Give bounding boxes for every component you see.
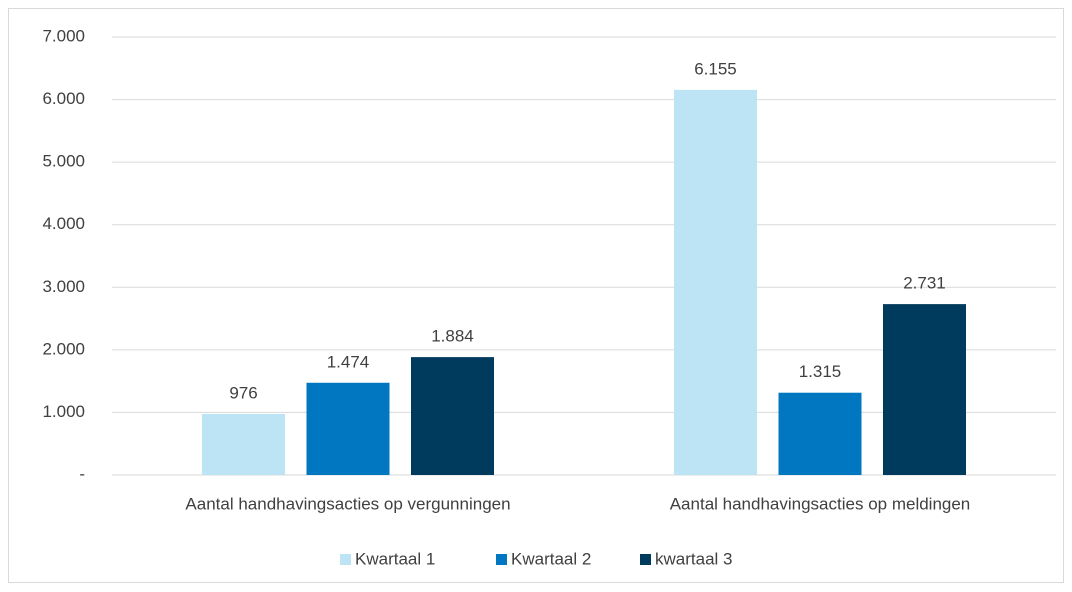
y-tick-label: 2.000 <box>42 339 85 358</box>
bar <box>778 392 862 475</box>
y-tick-label: - <box>79 464 85 483</box>
data-label: 1.474 <box>327 352 370 371</box>
y-tick-label: 7.000 <box>42 26 85 45</box>
bar <box>202 413 285 475</box>
y-tick-label: 5.000 <box>42 152 85 171</box>
y-tick-label: 6.000 <box>42 89 85 108</box>
chart-border <box>8 8 1064 583</box>
legend-label: Kwartaal 2 <box>511 549 591 568</box>
data-label: 976 <box>229 383 257 402</box>
x-tick-label: Aantal handhavingsacties op meldingen <box>670 494 971 513</box>
legend-label: Kwartaal 1 <box>355 549 435 568</box>
legend-swatch <box>640 554 651 565</box>
data-label: 6.155 <box>694 59 737 78</box>
data-label: 2.731 <box>903 274 946 293</box>
legend-swatch <box>496 554 507 565</box>
legend-swatch <box>340 554 351 565</box>
y-tick-label: 3.000 <box>42 277 85 296</box>
x-tick-label: Aantal handhavingsacties op vergunningen <box>185 494 510 513</box>
legend-label: kwartaal 3 <box>655 549 732 568</box>
bar <box>674 89 757 475</box>
bar <box>306 382 390 475</box>
bar <box>411 357 494 475</box>
data-label: 1.315 <box>799 362 842 381</box>
y-tick-label: 4.000 <box>42 214 85 233</box>
y-tick-label: 1.000 <box>42 402 85 421</box>
data-label: 1.884 <box>431 327 474 346</box>
bar <box>883 304 966 475</box>
